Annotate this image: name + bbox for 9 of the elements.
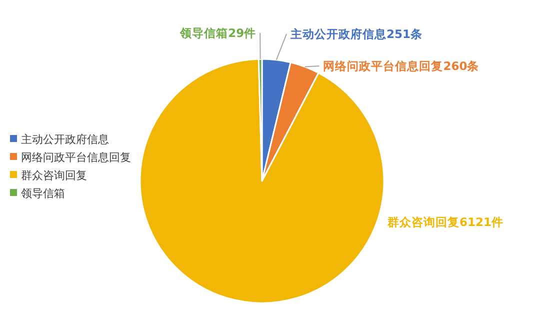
legend-label: 群众咨询回复	[21, 169, 87, 182]
data-label: 网络问政平台信息回复260条	[323, 58, 480, 73]
legend-label: 领导信箱	[21, 187, 65, 200]
data-label: 群众咨询回复6121件	[386, 214, 504, 229]
pie-slice	[139, 58, 385, 304]
data-label: 领导信箱29件	[179, 26, 256, 40]
legend-label: 网络问政平台信息回复	[21, 151, 131, 164]
data-label: 主动公开政府信息251条	[290, 26, 423, 41]
legend-label: 主动公开政府信息	[21, 133, 109, 146]
